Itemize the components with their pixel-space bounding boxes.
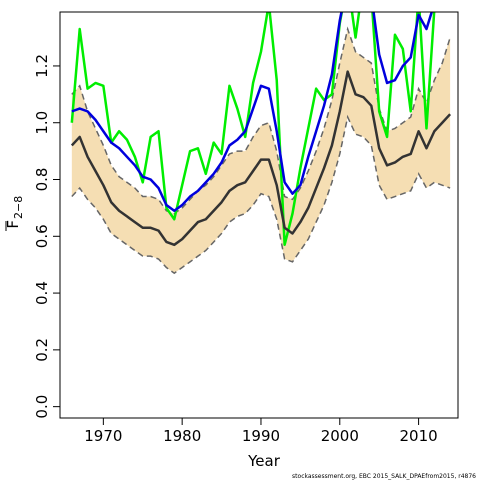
confidence-band xyxy=(71,29,451,274)
y-axis-label: F 2−8 xyxy=(4,196,25,231)
plot-area xyxy=(70,12,452,275)
y-tick-label: 0.4 xyxy=(33,281,51,305)
series-line xyxy=(70,12,436,247)
y-tick-label: 1.0 xyxy=(33,111,51,135)
y-axis-label-sub: 2−8 xyxy=(12,196,25,219)
series-line xyxy=(71,12,434,212)
y-tick-label: 0.8 xyxy=(33,168,51,192)
y-tick-label: 0.2 xyxy=(33,338,51,362)
x-tick-label: 2000 xyxy=(321,427,359,445)
plot-frame xyxy=(59,11,459,419)
x-tick-label: 1990 xyxy=(242,427,280,445)
y-tick-label: 0.6 xyxy=(33,224,51,248)
x-axis-label: Year xyxy=(247,452,281,470)
y-tick-label: 0.0 xyxy=(33,395,51,419)
x-tick-label: 1980 xyxy=(163,427,201,445)
y-axis-label-main: F xyxy=(4,220,22,229)
x-tick-label: 2010 xyxy=(400,427,438,445)
band-lower xyxy=(71,114,451,275)
y-tick-label: 1.2 xyxy=(33,54,51,78)
x-tick-label: 1970 xyxy=(84,427,122,445)
series-line xyxy=(70,70,452,247)
footnote: stockassessment.org, EBC 2015_SALK_DPAEf… xyxy=(292,473,476,480)
